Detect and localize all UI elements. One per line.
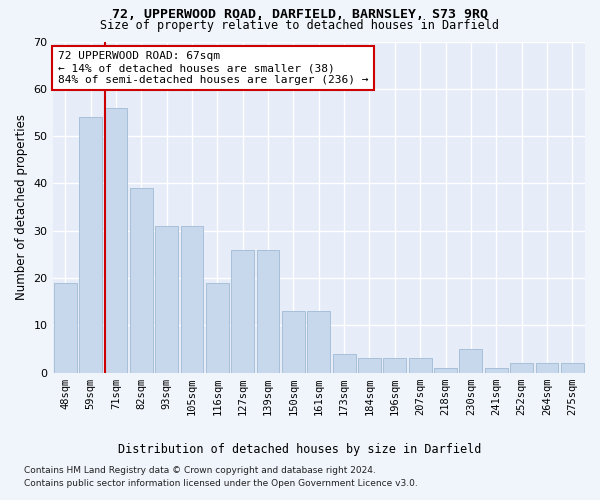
Bar — [358, 358, 381, 372]
Text: Size of property relative to detached houses in Darfield: Size of property relative to detached ho… — [101, 18, 499, 32]
Bar — [231, 250, 254, 372]
Bar — [181, 226, 203, 372]
Bar — [79, 117, 102, 372]
Bar — [536, 363, 559, 372]
Bar — [561, 363, 584, 372]
Bar — [409, 358, 431, 372]
Bar — [130, 188, 152, 372]
Bar — [206, 283, 229, 372]
Bar — [104, 108, 127, 372]
Bar — [54, 283, 77, 372]
Bar — [485, 368, 508, 372]
Text: Distribution of detached houses by size in Darfield: Distribution of detached houses by size … — [118, 442, 482, 456]
Bar — [155, 226, 178, 372]
Y-axis label: Number of detached properties: Number of detached properties — [15, 114, 28, 300]
Bar — [257, 250, 280, 372]
Text: Contains HM Land Registry data © Crown copyright and database right 2024.: Contains HM Land Registry data © Crown c… — [24, 466, 376, 475]
Bar — [510, 363, 533, 372]
Bar — [460, 349, 482, 372]
Bar — [434, 368, 457, 372]
Bar — [333, 354, 356, 372]
Bar — [383, 358, 406, 372]
Text: Contains public sector information licensed under the Open Government Licence v3: Contains public sector information licen… — [24, 478, 418, 488]
Text: 72, UPPERWOOD ROAD, DARFIELD, BARNSLEY, S73 9RQ: 72, UPPERWOOD ROAD, DARFIELD, BARNSLEY, … — [112, 8, 488, 20]
Text: 72 UPPERWOOD ROAD: 67sqm
← 14% of detached houses are smaller (38)
84% of semi-d: 72 UPPERWOOD ROAD: 67sqm ← 14% of detach… — [58, 52, 368, 84]
Bar — [282, 311, 305, 372]
Bar — [307, 311, 330, 372]
